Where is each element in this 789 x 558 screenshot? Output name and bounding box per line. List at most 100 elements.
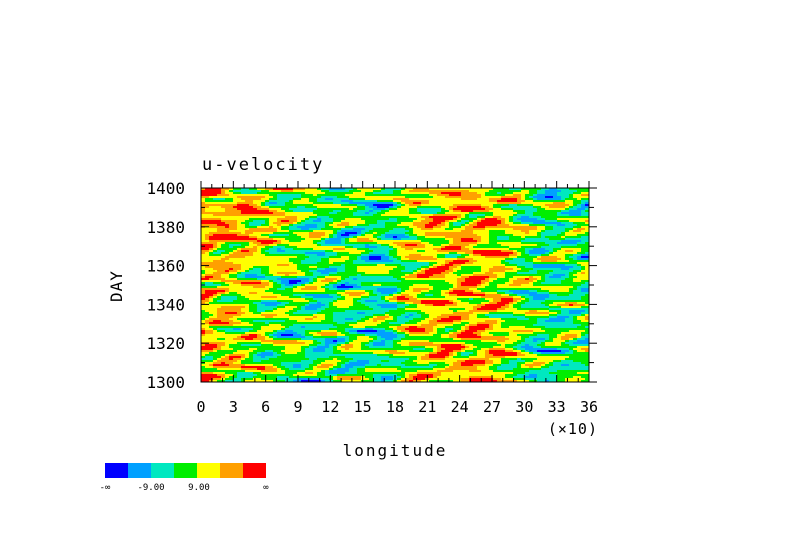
heatmap-cell <box>285 228 290 231</box>
heatmap-cell <box>393 188 398 191</box>
heatmap-cell <box>525 236 530 239</box>
heatmap-cell <box>389 256 394 259</box>
heatmap-cell <box>485 264 490 267</box>
heatmap-cell <box>573 196 578 199</box>
heatmap-cell <box>533 226 538 229</box>
heatmap-cell <box>465 238 470 241</box>
heatmap-cell <box>549 240 554 243</box>
heatmap-cell <box>261 238 266 241</box>
heatmap-cell <box>329 262 334 265</box>
heatmap-cell <box>513 242 518 245</box>
heatmap-cell <box>297 194 302 197</box>
heatmap-cell <box>437 252 442 255</box>
heatmap-cell <box>565 222 570 225</box>
heatmap-cell <box>553 194 558 197</box>
heatmap-cell <box>429 260 434 263</box>
heatmap-cell <box>405 208 410 211</box>
heatmap-cell <box>413 200 418 203</box>
heatmap-cell <box>445 254 450 257</box>
heatmap-cell <box>249 290 254 293</box>
heatmap-cell <box>449 274 454 277</box>
heatmap-cell <box>537 254 542 257</box>
heatmap-cell <box>429 278 434 281</box>
heatmap-cell <box>449 208 454 211</box>
heatmap-cell <box>481 248 486 251</box>
heatmap-cell <box>393 222 398 225</box>
heatmap-cell <box>293 254 298 257</box>
heatmap-cell <box>537 278 542 281</box>
heatmap-cell <box>285 262 290 265</box>
heatmap-cell <box>577 246 582 249</box>
heatmap-cell <box>317 272 322 275</box>
heatmap-cell <box>577 224 582 227</box>
heatmap-cell <box>369 228 374 231</box>
heatmap-cell <box>397 264 402 267</box>
heatmap-cell <box>245 230 250 233</box>
heatmap-cell <box>225 246 230 249</box>
heatmap-cell <box>341 236 346 239</box>
heatmap-cell <box>461 236 466 239</box>
heatmap-cell <box>309 212 314 215</box>
heatmap-cell <box>417 238 422 241</box>
heatmap-cell <box>229 202 234 205</box>
heatmap-cell <box>537 242 542 245</box>
heatmap-cell <box>569 190 574 193</box>
heatmap-cell <box>365 258 370 261</box>
heatmap-cell <box>337 230 342 233</box>
heatmap-cell <box>413 256 418 259</box>
heatmap-cell <box>549 278 554 281</box>
heatmap-cell <box>409 220 414 223</box>
heatmap-cell <box>441 202 446 205</box>
heatmap-cell <box>433 218 438 221</box>
heatmap-cell <box>557 278 562 281</box>
heatmap-cell <box>369 192 374 195</box>
heatmap-cell <box>457 214 462 217</box>
heatmap-cell <box>441 250 446 253</box>
heatmap-cell <box>225 258 230 261</box>
heatmap-cell <box>293 246 298 249</box>
heatmap-cell <box>321 244 326 247</box>
heatmap-cell <box>501 256 506 259</box>
heatmap-cell <box>493 284 498 287</box>
heatmap-cell <box>417 232 422 235</box>
heatmap-cell <box>205 270 210 273</box>
heatmap-cell <box>493 266 498 269</box>
heatmap-cell <box>453 284 458 287</box>
heatmap-cell <box>249 288 254 291</box>
heatmap-cell <box>297 284 302 287</box>
heatmap-cell <box>217 276 222 279</box>
heatmap-cell <box>473 286 478 289</box>
heatmap-cell <box>369 256 374 259</box>
heatmap-cell <box>505 252 510 255</box>
heatmap-cell <box>333 232 338 235</box>
heatmap-cell <box>257 192 262 195</box>
heatmap-cell <box>285 192 290 195</box>
heatmap-cell <box>537 256 542 259</box>
heatmap-cell <box>373 228 378 231</box>
heatmap-cell <box>257 210 262 213</box>
heatmap-cell <box>397 254 402 257</box>
heatmap-cell <box>349 220 354 223</box>
heatmap-cell <box>405 266 410 269</box>
heatmap-cell <box>205 190 210 193</box>
heatmap-cell <box>453 280 458 283</box>
heatmap-cell <box>269 228 274 231</box>
heatmap-cell <box>549 228 554 231</box>
heatmap-cell <box>329 224 334 227</box>
heatmap-cell <box>453 244 458 247</box>
heatmap-cell <box>533 200 538 203</box>
heatmap-cell <box>569 258 574 261</box>
heatmap-cell <box>277 248 282 251</box>
heatmap-cell <box>321 238 326 241</box>
heatmap-cell <box>365 224 370 227</box>
heatmap-cell <box>517 276 522 279</box>
heatmap-cell <box>437 270 442 273</box>
heatmap-cell <box>325 202 330 205</box>
heatmap-cell <box>353 198 358 201</box>
heatmap-cell <box>317 212 322 215</box>
heatmap-cell <box>345 274 350 277</box>
heatmap-cell <box>249 242 254 245</box>
heatmap-cell <box>465 204 470 207</box>
heatmap-cell <box>505 262 510 265</box>
heatmap-cell <box>461 232 466 235</box>
